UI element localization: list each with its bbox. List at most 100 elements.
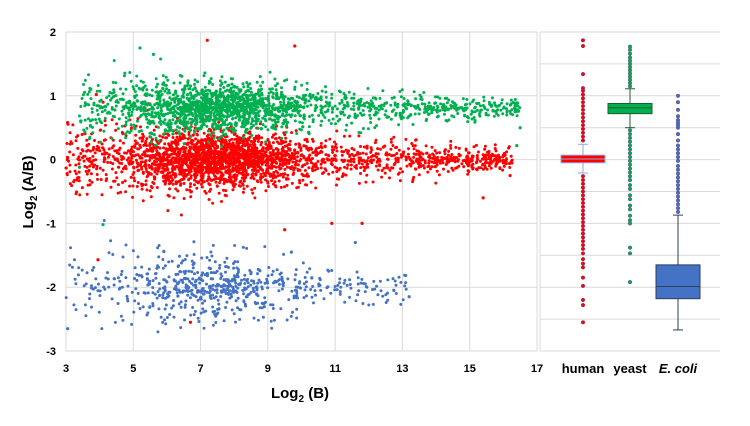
data-point-human	[142, 199, 145, 202]
data-point-yeast	[198, 105, 201, 108]
data-point-yeast	[123, 72, 126, 75]
data-point-human	[284, 140, 287, 143]
data-point-yeast	[254, 100, 257, 103]
data-point-human	[200, 138, 203, 141]
data-point-ecoli	[186, 294, 189, 297]
data-point-human	[121, 181, 124, 184]
data-point-human	[327, 154, 330, 157]
data-point-ecoli	[232, 262, 235, 265]
data-point-human	[226, 160, 229, 163]
data-point-human	[336, 177, 339, 180]
data-point-ecoli	[155, 267, 158, 270]
data-point-yeast	[260, 92, 263, 95]
data-point-human	[361, 163, 364, 166]
data-point-yeast	[324, 105, 327, 108]
data-point-human	[141, 188, 144, 191]
data-point-human	[234, 157, 237, 160]
data-point-yeast	[86, 93, 89, 96]
data-point-human	[486, 151, 489, 154]
data-point-yeast	[421, 98, 424, 101]
data-point-ecoli	[367, 304, 370, 307]
data-point-yeast	[348, 91, 351, 94]
data-point-human	[444, 148, 447, 151]
data-point-human	[238, 171, 241, 174]
data-point-yeast	[416, 105, 419, 108]
data-point-human	[315, 154, 318, 157]
data-point-human	[369, 151, 372, 154]
data-point-yeast	[373, 126, 376, 129]
data-point-yeast	[187, 84, 190, 87]
data-point-yeast	[336, 115, 339, 118]
data-point-yeast	[456, 112, 459, 115]
data-point-yeast	[95, 104, 98, 107]
data-point-yeast	[136, 120, 139, 123]
outlier-point	[138, 46, 141, 49]
data-point-human	[372, 154, 375, 157]
data-point-yeast	[274, 127, 277, 130]
data-point-yeast	[101, 110, 104, 113]
data-point-human	[272, 183, 275, 186]
data-point-yeast	[189, 104, 192, 107]
data-point-human	[246, 185, 249, 188]
data-point-yeast	[303, 95, 306, 98]
data-point-human	[75, 172, 78, 175]
data-point-human	[184, 153, 187, 156]
data-point-human	[327, 173, 330, 176]
data-point-ecoli	[343, 282, 346, 285]
data-point-human	[151, 162, 154, 165]
data-point-yeast	[192, 97, 195, 100]
data-point-human	[235, 141, 238, 144]
data-point-ecoli	[286, 277, 289, 280]
data-point-human	[250, 140, 253, 143]
data-point-yeast	[338, 90, 341, 93]
data-point-yeast	[379, 97, 382, 100]
data-point-ecoli	[137, 292, 140, 295]
data-point-human	[194, 137, 197, 140]
data-point-ecoli	[121, 319, 124, 322]
data-point-yeast	[455, 104, 458, 107]
data-point-yeast	[95, 122, 98, 125]
data-point-yeast	[312, 118, 315, 121]
data-point-yeast	[88, 90, 91, 93]
data-point-human	[264, 174, 267, 177]
data-point-human	[217, 177, 220, 180]
data-point-yeast	[275, 94, 278, 97]
data-point-yeast	[352, 102, 355, 105]
data-point-yeast	[160, 109, 163, 112]
data-point-human	[253, 139, 256, 142]
data-point-yeast	[347, 116, 350, 119]
data-point-human	[128, 185, 131, 188]
data-point-human	[178, 162, 181, 165]
data-point-human	[302, 155, 305, 158]
data-point-yeast	[202, 121, 205, 124]
data-point-human	[335, 143, 338, 146]
data-point-ecoli	[399, 281, 402, 284]
data-point-human	[229, 151, 232, 154]
data-point-yeast	[314, 104, 317, 107]
data-point-ecoli	[184, 303, 187, 306]
data-point-human	[165, 173, 168, 176]
data-point-human	[220, 200, 223, 203]
data-point-ecoli	[259, 306, 262, 309]
data-point-ecoli	[317, 282, 320, 285]
data-point-human	[249, 149, 252, 152]
data-point-human	[187, 165, 190, 168]
data-point-human	[269, 151, 272, 154]
data-point-human	[265, 155, 268, 158]
data-point-human	[347, 159, 350, 162]
data-point-human	[305, 147, 308, 150]
data-point-human	[134, 146, 137, 149]
data-point-yeast	[146, 104, 149, 107]
data-point-yeast	[510, 99, 513, 102]
data-point-human	[444, 152, 447, 155]
data-point-yeast	[269, 71, 272, 74]
data-point-human	[288, 143, 291, 146]
data-point-ecoli	[164, 322, 167, 325]
data-point-yeast	[150, 131, 153, 134]
data-point-yeast	[178, 126, 181, 129]
outlier-point	[360, 222, 363, 225]
data-point-yeast	[121, 113, 124, 116]
data-point-ecoli	[172, 299, 175, 302]
data-point-yeast	[179, 98, 182, 101]
data-point-human	[185, 188, 188, 191]
